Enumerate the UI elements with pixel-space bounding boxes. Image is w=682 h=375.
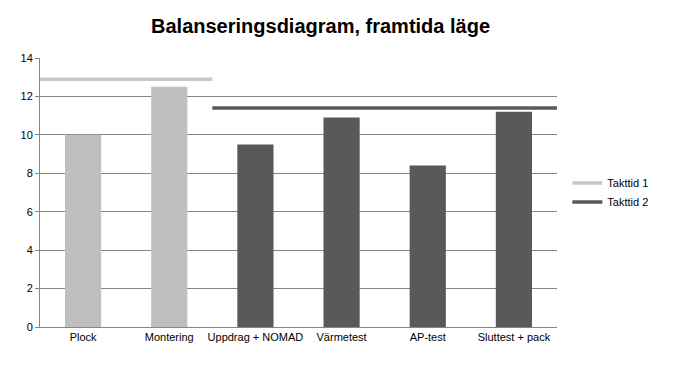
svg-text:Värmetest: Värmetest (317, 331, 367, 343)
svg-text:Plock: Plock (70, 331, 97, 343)
svg-text:0: 0 (27, 321, 33, 333)
svg-text:Montering: Montering (145, 331, 194, 343)
svg-text:8: 8 (27, 167, 33, 179)
svg-text:AP-test: AP-test (410, 331, 446, 343)
svg-text:Takttid 1: Takttid 1 (607, 177, 648, 189)
svg-text:4: 4 (27, 244, 33, 256)
svg-text:6: 6 (27, 206, 33, 218)
svg-text:10: 10 (21, 129, 33, 141)
svg-text:14: 14 (21, 52, 33, 64)
svg-text:Uppdrag + NOMAD: Uppdrag + NOMAD (208, 331, 304, 343)
svg-text:Balanseringsdiagram, framtida: Balanseringsdiagram, framtida läge (151, 15, 490, 37)
svg-text:Takttid 2: Takttid 2 (607, 196, 648, 208)
svg-text:2: 2 (27, 282, 33, 294)
svg-text:Sluttest + pack: Sluttest + pack (478, 331, 551, 343)
svg-text:12: 12 (21, 90, 33, 102)
